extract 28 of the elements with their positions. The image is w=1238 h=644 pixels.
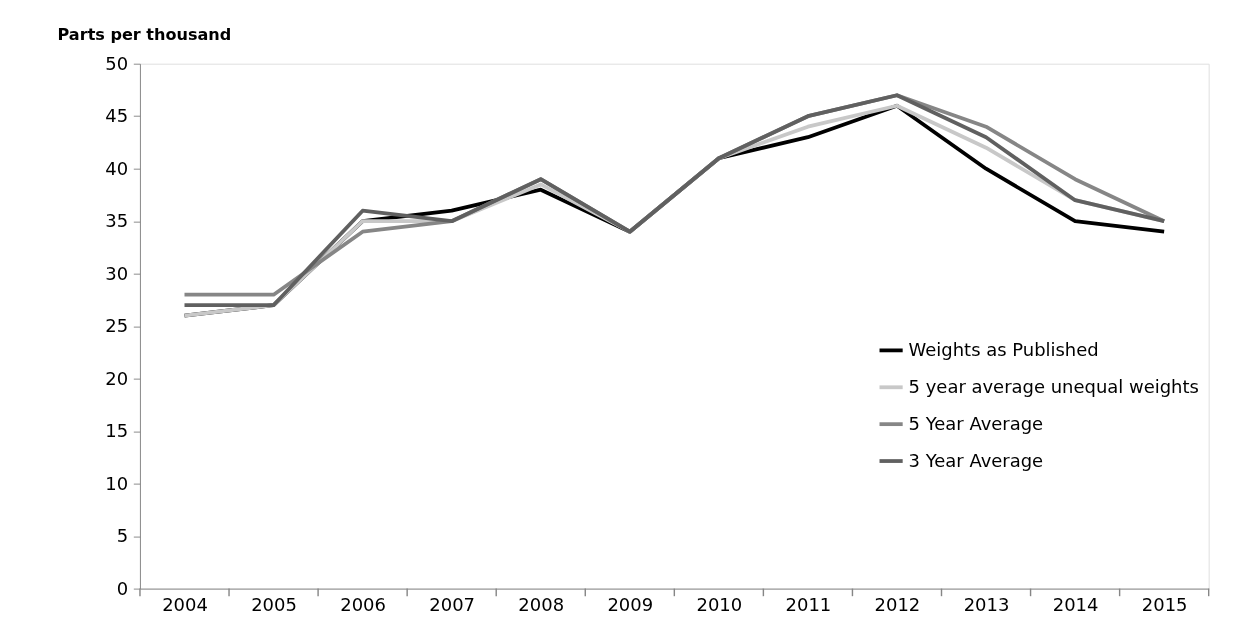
x-tick-label: 2009: [607, 593, 654, 615]
y-tick-label: 5: [116, 525, 129, 547]
x-tick-label: 2014: [1052, 593, 1099, 615]
y-tick-label: 30: [105, 262, 129, 284]
y-tick-label: 20: [105, 367, 129, 389]
y-tick-label: 35: [105, 210, 129, 232]
legend-label: 5 Year Average: [908, 412, 1044, 434]
y-tick-label: 0: [116, 577, 129, 599]
x-tick-label: 2013: [963, 593, 1010, 615]
legend-label: 5 year average unequal weights: [908, 375, 1199, 397]
x-tick-label: 2015: [1141, 593, 1188, 615]
y-tick-label: 25: [105, 315, 129, 337]
x-tick-label: 2008: [518, 593, 565, 615]
y-tick-label: 45: [105, 105, 129, 127]
x-tick-label: 2007: [429, 593, 475, 615]
y-tick-label: 10: [105, 472, 129, 494]
legend-label: Weights as Published: [908, 339, 1099, 361]
x-tick-label: 2006: [340, 593, 386, 615]
y-tick-label: 40: [105, 157, 129, 179]
legend-label: 3 Year Average: [908, 449, 1044, 471]
x-tick-label: 2005: [251, 593, 297, 615]
x-tick-label: 2010: [696, 593, 743, 615]
x-tick-label: 2012: [874, 593, 921, 615]
y-axis-title: Parts per thousand: [57, 25, 232, 45]
y-tick-label: 50: [105, 52, 129, 74]
y-tick-label: 15: [105, 420, 129, 442]
x-tick-label: 2004: [162, 593, 208, 615]
x-tick-label: 2011: [785, 593, 832, 615]
